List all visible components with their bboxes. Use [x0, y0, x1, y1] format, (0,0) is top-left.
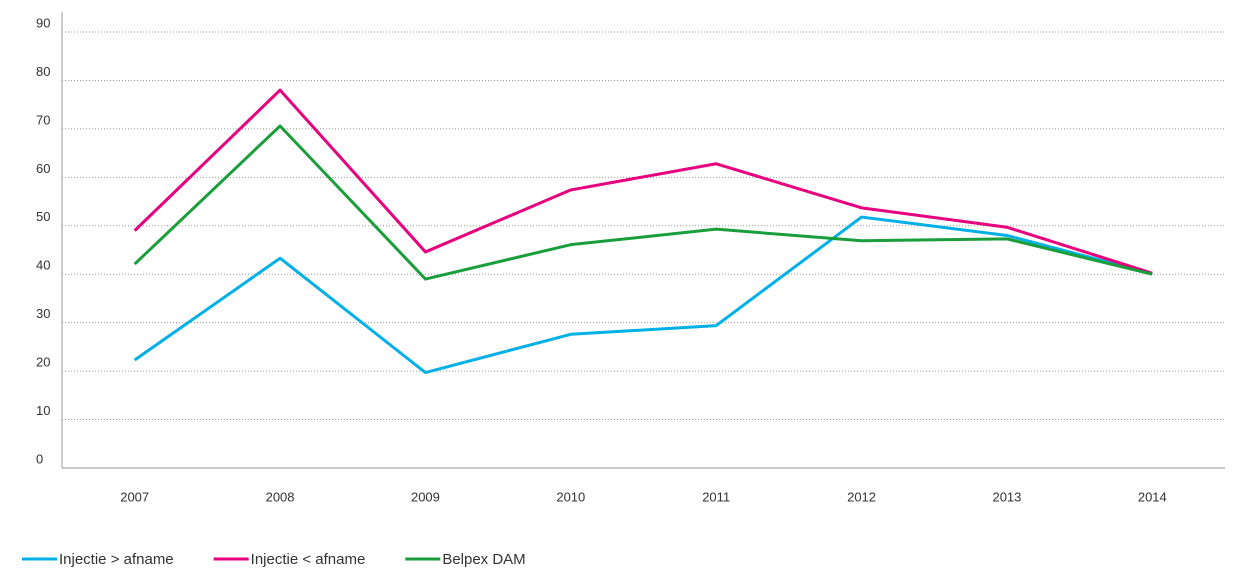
- legend-label: Injectie < afname: [251, 551, 366, 568]
- x-tick-label: 2012: [847, 489, 876, 504]
- x-tick-label: 2008: [266, 489, 295, 504]
- y-tick-label: 40: [36, 258, 50, 273]
- legend-label: Belpex DAM: [442, 551, 525, 568]
- x-tick-label: 2013: [992, 489, 1021, 504]
- series-line: [133, 124, 1153, 281]
- series-line: [133, 88, 1153, 275]
- y-tick-label: 70: [36, 112, 50, 127]
- y-tick-label: 30: [36, 306, 50, 321]
- x-tick-label: 2011: [702, 489, 730, 504]
- y-tick-label: 50: [36, 209, 50, 224]
- y-tick-label: 80: [36, 64, 50, 79]
- x-tick-label: 2014: [1138, 489, 1167, 504]
- series-line: [133, 215, 1153, 375]
- x-tick-label: 2010: [556, 489, 585, 504]
- y-tick-label: 60: [36, 161, 50, 176]
- y-tick-label: 20: [36, 355, 50, 370]
- y-tick-label: 90: [36, 15, 50, 30]
- y-tick-label: 0: [36, 451, 43, 466]
- legend-label: Injectie > afname: [59, 551, 174, 568]
- x-tick-label: 2009: [411, 489, 440, 504]
- x-tick-label: 2007: [120, 489, 149, 504]
- y-tick-label: 10: [36, 403, 50, 418]
